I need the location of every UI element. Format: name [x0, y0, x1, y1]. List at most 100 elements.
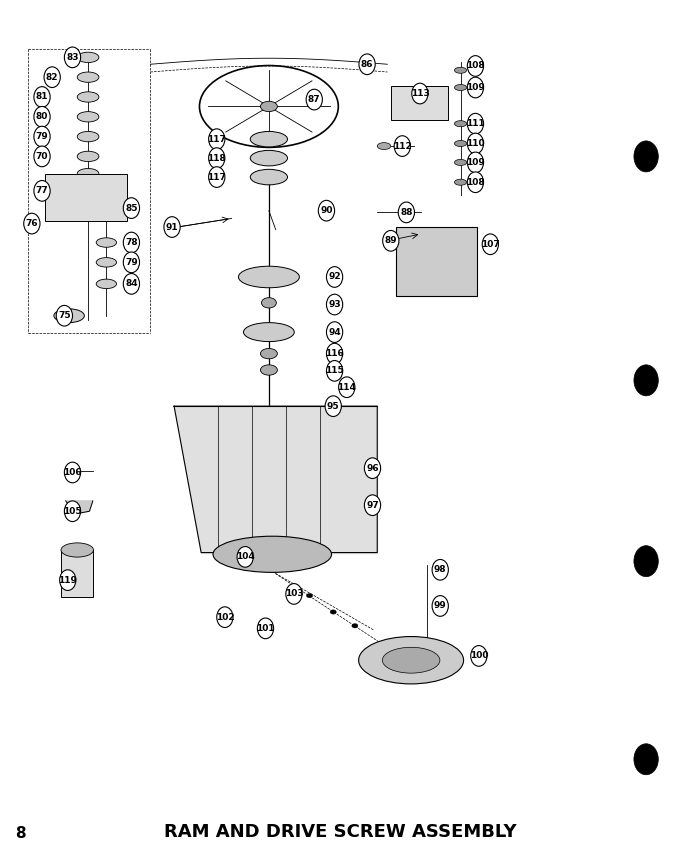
- Ellipse shape: [377, 143, 391, 149]
- Circle shape: [123, 198, 139, 219]
- Text: 95: 95: [327, 402, 339, 410]
- Text: 79: 79: [125, 257, 138, 267]
- Ellipse shape: [243, 322, 294, 341]
- Text: 117: 117: [207, 135, 226, 143]
- Ellipse shape: [307, 594, 313, 598]
- Circle shape: [123, 274, 139, 295]
- Text: 90: 90: [320, 206, 333, 215]
- Text: 110: 110: [466, 139, 485, 148]
- Text: 96: 96: [367, 464, 379, 473]
- Ellipse shape: [239, 266, 299, 288]
- Ellipse shape: [61, 543, 93, 557]
- Text: 86: 86: [361, 60, 373, 69]
- Text: 104: 104: [236, 552, 254, 562]
- Circle shape: [432, 595, 448, 616]
- Circle shape: [326, 295, 343, 314]
- Text: 84: 84: [125, 279, 138, 289]
- Ellipse shape: [96, 279, 116, 289]
- Text: 107: 107: [481, 239, 500, 249]
- Circle shape: [237, 547, 254, 567]
- Text: 81: 81: [36, 92, 48, 101]
- Text: 117: 117: [207, 173, 226, 181]
- Circle shape: [394, 136, 411, 156]
- Text: 8: 8: [15, 826, 26, 841]
- Circle shape: [634, 546, 658, 576]
- Ellipse shape: [54, 308, 84, 322]
- Text: 112: 112: [393, 142, 411, 150]
- Circle shape: [364, 458, 381, 479]
- Circle shape: [398, 202, 415, 223]
- Circle shape: [24, 213, 40, 234]
- Ellipse shape: [78, 92, 99, 102]
- Circle shape: [467, 133, 483, 154]
- Circle shape: [123, 252, 139, 273]
- Circle shape: [326, 321, 343, 342]
- Circle shape: [65, 47, 81, 67]
- Polygon shape: [174, 406, 377, 553]
- Ellipse shape: [260, 365, 277, 375]
- Ellipse shape: [454, 141, 466, 147]
- Circle shape: [339, 377, 355, 397]
- Text: 94: 94: [328, 327, 341, 337]
- Ellipse shape: [78, 52, 99, 62]
- Circle shape: [467, 113, 483, 134]
- Circle shape: [56, 305, 73, 326]
- Ellipse shape: [454, 179, 466, 185]
- Circle shape: [634, 365, 658, 396]
- Circle shape: [467, 172, 483, 193]
- Circle shape: [326, 267, 343, 288]
- Circle shape: [634, 141, 658, 172]
- Ellipse shape: [78, 131, 99, 142]
- Text: 97: 97: [366, 501, 379, 510]
- Text: 83: 83: [66, 53, 79, 62]
- Text: 111: 111: [466, 119, 485, 128]
- Ellipse shape: [382, 647, 440, 673]
- Ellipse shape: [78, 186, 99, 196]
- Text: 108: 108: [466, 61, 485, 71]
- Circle shape: [432, 560, 448, 580]
- Ellipse shape: [78, 151, 99, 162]
- Circle shape: [318, 200, 335, 221]
- Circle shape: [34, 126, 50, 147]
- Ellipse shape: [454, 121, 466, 127]
- Ellipse shape: [261, 298, 276, 308]
- Text: 103: 103: [285, 589, 303, 599]
- Text: 115: 115: [325, 366, 344, 375]
- Circle shape: [209, 148, 225, 168]
- Circle shape: [286, 583, 302, 604]
- Ellipse shape: [78, 168, 99, 179]
- Text: 114: 114: [337, 383, 356, 391]
- Ellipse shape: [260, 101, 277, 111]
- Text: 102: 102: [216, 613, 234, 622]
- Ellipse shape: [78, 111, 99, 122]
- Text: 99: 99: [434, 601, 447, 611]
- Text: 91: 91: [166, 223, 178, 232]
- Ellipse shape: [358, 637, 464, 684]
- Text: 116: 116: [325, 349, 344, 359]
- Text: 100: 100: [470, 651, 488, 660]
- FancyBboxPatch shape: [396, 227, 477, 296]
- Ellipse shape: [330, 610, 337, 614]
- Text: 88: 88: [400, 208, 413, 217]
- Circle shape: [123, 232, 139, 253]
- Ellipse shape: [454, 67, 466, 73]
- Circle shape: [164, 217, 180, 238]
- Circle shape: [412, 83, 428, 104]
- Circle shape: [34, 146, 50, 167]
- Text: 82: 82: [46, 73, 58, 82]
- Circle shape: [65, 501, 81, 522]
- Text: 106: 106: [63, 468, 82, 477]
- Circle shape: [326, 343, 343, 364]
- Circle shape: [65, 462, 81, 483]
- Text: 108: 108: [466, 178, 485, 187]
- Circle shape: [306, 89, 322, 110]
- FancyBboxPatch shape: [61, 550, 93, 597]
- Text: 98: 98: [434, 565, 447, 575]
- Ellipse shape: [96, 238, 116, 247]
- Circle shape: [364, 495, 381, 516]
- Circle shape: [634, 744, 658, 775]
- Text: 101: 101: [256, 624, 275, 632]
- Circle shape: [325, 396, 341, 416]
- Text: 85: 85: [125, 204, 137, 213]
- Circle shape: [60, 569, 76, 590]
